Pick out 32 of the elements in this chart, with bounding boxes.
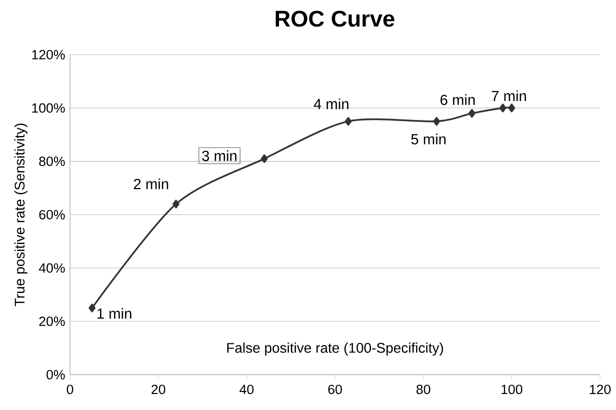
annotation: 4 min xyxy=(314,98,348,110)
x-tick-label: 60 xyxy=(328,384,342,394)
y-tick-label: 40% xyxy=(38,263,65,273)
annotation: 5 min xyxy=(411,134,446,144)
y-tick-label: 20% xyxy=(39,316,65,326)
y-axis-title: True positive rate (Sensitivity) xyxy=(14,124,28,306)
point xyxy=(344,116,352,126)
annotation: 6 min xyxy=(440,94,475,106)
y-tick-label: 120% xyxy=(32,50,65,60)
y-tick-label: 80% xyxy=(39,156,65,166)
annotation: 7 min xyxy=(492,90,526,102)
x-tick-label: 100 xyxy=(502,384,522,394)
point xyxy=(172,200,180,208)
point xyxy=(260,154,268,163)
y-tick-label: 0% xyxy=(46,370,65,380)
chart-title: ROC Curve xyxy=(276,10,394,27)
annotation: 2 min xyxy=(134,178,168,190)
y-tick-label: 60% xyxy=(39,210,65,220)
point xyxy=(508,104,516,112)
x-tick-label: 0 xyxy=(66,384,74,394)
point xyxy=(88,304,96,312)
point xyxy=(433,116,440,126)
x-axis-title: False positive rate (100-Specificity) xyxy=(227,342,444,356)
x-tick-label: 80 xyxy=(416,384,430,394)
point xyxy=(468,108,476,118)
x-tick-label: 20 xyxy=(152,384,166,394)
y-tick-label: 100% xyxy=(32,103,65,113)
x-tick-label: 40 xyxy=(240,384,254,394)
x-tick-label: 120 xyxy=(590,384,611,394)
point xyxy=(499,104,506,112)
annotation: 1 min xyxy=(97,308,132,319)
annotation: 3 min xyxy=(202,150,236,162)
